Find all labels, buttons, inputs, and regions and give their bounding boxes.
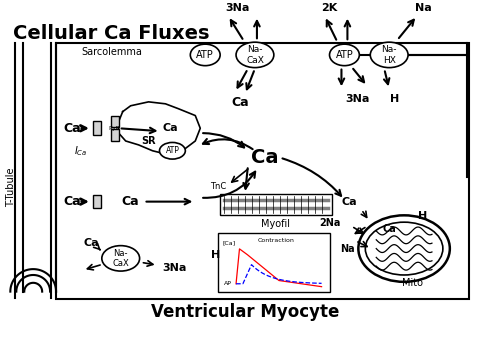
Text: 3Na: 3Na [162,263,187,273]
Text: [Ca]: [Ca] [222,241,235,246]
Ellipse shape [159,142,185,159]
Text: Na-
CaX: Na- CaX [246,45,264,65]
Text: ATP: ATP [166,146,179,155]
Text: AP: AP [224,281,232,286]
Ellipse shape [370,42,408,68]
Text: Ca: Ca [231,96,249,109]
Ellipse shape [190,44,220,66]
Text: Ca: Ca [83,238,98,248]
Text: $I_{Ca}$: $I_{Ca}$ [74,144,88,158]
Text: ATP: ATP [336,50,353,60]
Text: Na-
HX: Na- HX [381,45,397,65]
Ellipse shape [102,246,140,271]
Ellipse shape [329,44,359,66]
Text: Na: Na [415,3,431,13]
Text: 3Na: 3Na [225,3,249,13]
Text: Ca: Ca [122,195,140,208]
Text: 3Na: 3Na [345,94,369,104]
Text: ATP: ATP [196,50,214,60]
Text: Na: Na [340,244,355,254]
Text: TnC: TnC [210,183,226,191]
Text: RyR: RyR [109,126,121,131]
Text: H: H [390,94,399,104]
Text: 2Na: 2Na [319,218,340,228]
Bar [93,121,101,135]
Bar [56,43,469,299]
Text: Ca: Ca [63,195,81,208]
Text: 2K: 2K [321,3,338,13]
Text: Myofil: Myofil [261,219,290,229]
Bar [111,116,119,127]
Text: Na-
CaX: Na- CaX [112,249,129,268]
Bar [111,129,119,141]
Text: Cellular Ca Fluxes: Cellular Ca Fluxes [13,24,210,43]
Text: T-Tubule: T-Tubule [6,167,16,207]
Text: Ventricular Myocyte: Ventricular Myocyte [151,303,339,321]
Text: Contraction: Contraction [257,238,294,243]
Ellipse shape [358,215,450,282]
Text: Ca: Ca [63,122,81,135]
Bar [218,233,329,292]
Bar [220,194,332,215]
Text: Sarcolemma: Sarcolemma [81,47,142,57]
Text: Ca: Ca [251,148,279,167]
Text: Ca: Ca [342,197,357,207]
Text: SR: SR [141,136,156,146]
Text: H: H [211,250,220,260]
Text: H: H [418,211,428,221]
Text: Ca: Ca [382,224,396,234]
Bar [93,195,101,209]
Text: Ca: Ca [163,123,178,133]
Text: Mito: Mito [401,278,422,288]
Ellipse shape [236,42,274,68]
